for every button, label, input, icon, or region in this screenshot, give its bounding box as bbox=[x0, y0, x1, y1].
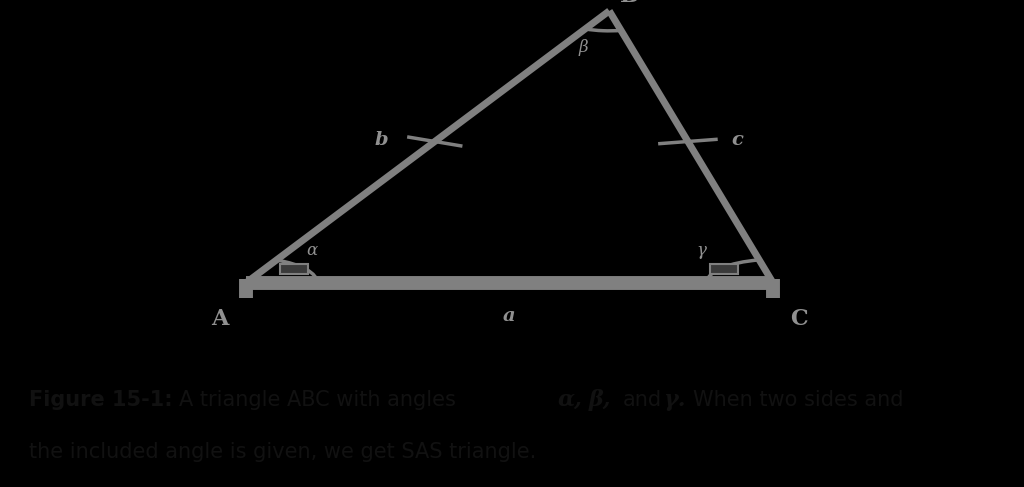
Text: b: b bbox=[375, 131, 388, 149]
Text: A: A bbox=[212, 308, 228, 330]
Bar bbox=[710, 264, 738, 274]
Bar bbox=[280, 264, 308, 274]
Text: c: c bbox=[731, 131, 743, 149]
Text: B: B bbox=[621, 0, 639, 7]
Text: A triangle ABC with angles: A triangle ABC with angles bbox=[179, 390, 456, 410]
Text: β,: β, bbox=[589, 389, 611, 411]
Text: β: β bbox=[579, 38, 589, 56]
Text: and: and bbox=[623, 390, 662, 410]
Text: C: C bbox=[790, 308, 808, 330]
Text: the included angle is given, we get SAS triangle.: the included angle is given, we get SAS … bbox=[29, 442, 536, 462]
Text: a: a bbox=[503, 307, 516, 325]
Text: When two sides and: When two sides and bbox=[693, 390, 904, 410]
Text: α: α bbox=[307, 242, 317, 259]
Text: γ: γ bbox=[696, 242, 707, 259]
Text: γ.: γ. bbox=[664, 389, 686, 411]
Text: α,: α, bbox=[558, 389, 583, 411]
Text: Figure 15-1:: Figure 15-1: bbox=[29, 390, 172, 410]
